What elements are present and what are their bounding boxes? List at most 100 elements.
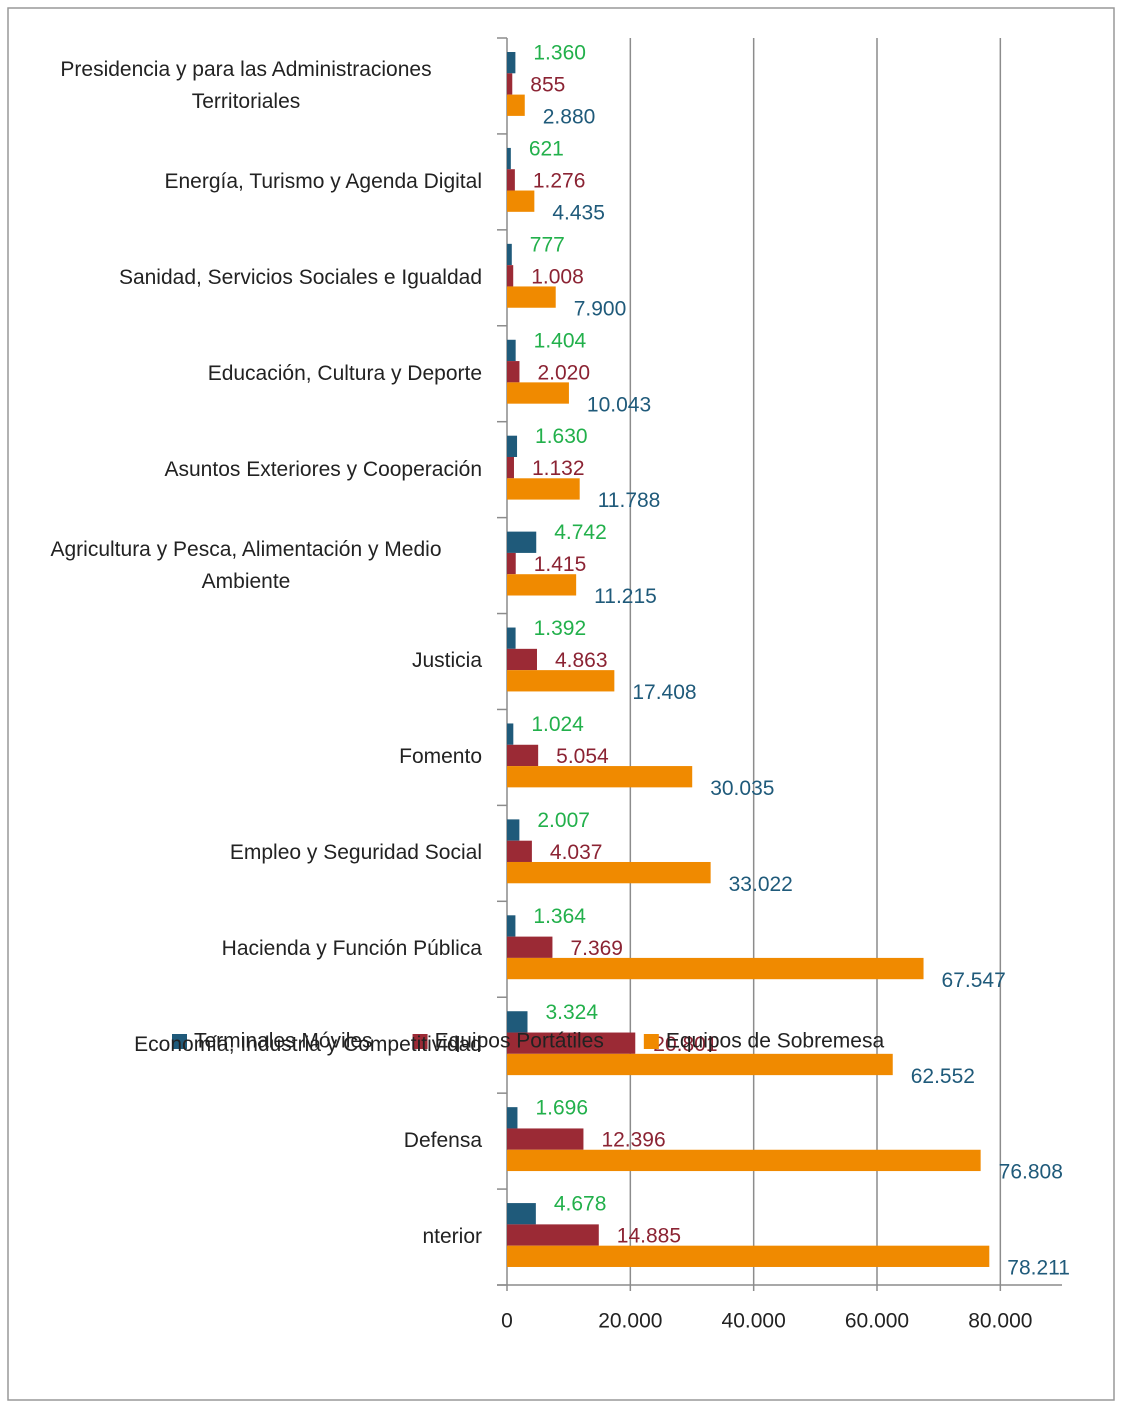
value-label: 777	[530, 233, 565, 256]
value-label: 1.404	[534, 329, 587, 352]
value-label: 1.360	[533, 42, 586, 65]
bar	[507, 1224, 599, 1246]
x-tick-label: 80.000	[968, 1310, 1032, 1333]
x-tick-label: 40.000	[722, 1310, 786, 1333]
value-label: 2.880	[543, 106, 596, 129]
value-label: 10.043	[587, 393, 651, 416]
bar	[507, 574, 577, 596]
value-label: 20.801	[653, 1033, 717, 1056]
y-tick-label: Fomento	[10, 709, 482, 805]
bar	[507, 531, 537, 553]
bar	[507, 286, 556, 308]
value-label: 33.022	[729, 873, 793, 896]
y-tick-label: Economía, Industria y Competitividad	[10, 997, 482, 1093]
category-text: Fomento	[399, 745, 482, 769]
bar	[507, 552, 516, 575]
bar	[507, 1011, 528, 1033]
x-tick-label: 0	[501, 1310, 513, 1333]
chart-border	[7, 7, 1115, 1401]
bar	[507, 382, 569, 404]
value-label: 4.678	[554, 1193, 607, 1216]
bar	[507, 265, 514, 287]
category-text: Justicia	[411, 649, 482, 673]
bar	[507, 190, 535, 212]
bar	[507, 478, 580, 500]
category-text: Defensa	[403, 1129, 482, 1153]
value-label: 7.369	[570, 937, 623, 960]
category-text: Sanidad, Servicios Sociales e Igualdad	[118, 265, 482, 289]
category-text: Energía, Turismo y Agenda Digital	[164, 169, 482, 193]
value-label: 1.132	[532, 457, 585, 480]
legend-swatch	[412, 1034, 428, 1049]
value-label: 12.396	[601, 1129, 665, 1152]
value-label: 2.020	[537, 361, 590, 384]
bar	[507, 1128, 584, 1150]
value-label: 4.037	[550, 841, 603, 864]
value-label: 4.863	[555, 649, 608, 672]
value-label: 7.900	[574, 297, 627, 320]
bar	[507, 52, 516, 74]
category-text: Economía, Industria y Competitividad	[134, 1033, 482, 1057]
value-label: 1.008	[531, 265, 584, 288]
value-label: 1.364	[533, 905, 586, 928]
category-text: Asuntos Exteriores y Cooperación	[164, 457, 483, 481]
y-tick-label: Presidencia y para las Administraciones …	[10, 38, 482, 134]
bar	[507, 147, 511, 170]
bar	[507, 648, 537, 671]
value-label: 4.742	[554, 521, 607, 544]
y-tick-label: Hacienda y Función Pública	[10, 901, 482, 997]
bar	[507, 861, 711, 884]
category-text: Educación, Cultura y Deporte	[207, 361, 482, 385]
category-text: nterior	[422, 1225, 482, 1249]
category-text: Hacienda y Función Pública	[221, 937, 482, 961]
bar	[507, 1032, 636, 1054]
bar	[507, 766, 693, 788]
y-tick-label: Educación, Cultura y Deporte	[10, 326, 482, 422]
bar	[507, 670, 615, 692]
legend-swatch	[643, 1034, 659, 1049]
value-label: 855	[530, 74, 565, 97]
bar	[507, 723, 514, 745]
bar	[507, 627, 516, 649]
legend-swatch	[172, 1034, 187, 1049]
y-tick-label: Justicia	[10, 614, 482, 710]
bar	[507, 915, 516, 937]
value-label: 14.885	[617, 1225, 681, 1248]
bar	[507, 957, 924, 980]
bar	[507, 339, 516, 362]
category-text: Presidencia y para las Administraciones …	[60, 57, 432, 113]
value-label: 17.408	[632, 681, 696, 704]
value-label: 11.788	[598, 489, 661, 512]
y-tick-label: Empleo y Seguridad Social	[10, 805, 482, 901]
bar	[507, 1203, 536, 1225]
y-tick-label: Energía, Turismo y Agenda Digital	[10, 134, 482, 230]
value-label: 2.007	[537, 809, 590, 832]
x-tick-label: 20.000	[598, 1310, 662, 1333]
value-label: 1.276	[533, 169, 586, 192]
bar	[507, 456, 514, 479]
legend-label: Equipos de Sobremesa	[666, 1030, 885, 1053]
value-label: 67.547	[942, 969, 1006, 992]
bar	[507, 361, 520, 383]
bar	[507, 1053, 893, 1076]
category-text: Empleo y Seguridad Social	[229, 841, 482, 865]
y-tick-label: Sanidad, Servicios Sociales e Igualdad	[10, 230, 482, 326]
value-label: 4.435	[552, 201, 605, 224]
value-label: 1.415	[534, 553, 587, 576]
value-label: 1.630	[535, 425, 588, 448]
value-label: 76.808	[999, 1161, 1063, 1184]
x-tick-label: 60.000	[845, 1310, 909, 1333]
bar	[507, 73, 513, 95]
y-tick-label: Defensa	[10, 1093, 482, 1189]
bar	[507, 840, 532, 862]
bar	[507, 169, 515, 191]
bar	[507, 435, 518, 457]
value-label: 1.696	[535, 1097, 588, 1120]
bar	[507, 1149, 981, 1172]
bar	[507, 1245, 990, 1267]
value-label: 30.035	[710, 777, 774, 800]
y-tick-label: Agricultura y Pesca, Alimentación y Medi…	[10, 518, 482, 614]
value-label: 78.211	[1007, 1257, 1070, 1280]
bar	[507, 94, 525, 116]
